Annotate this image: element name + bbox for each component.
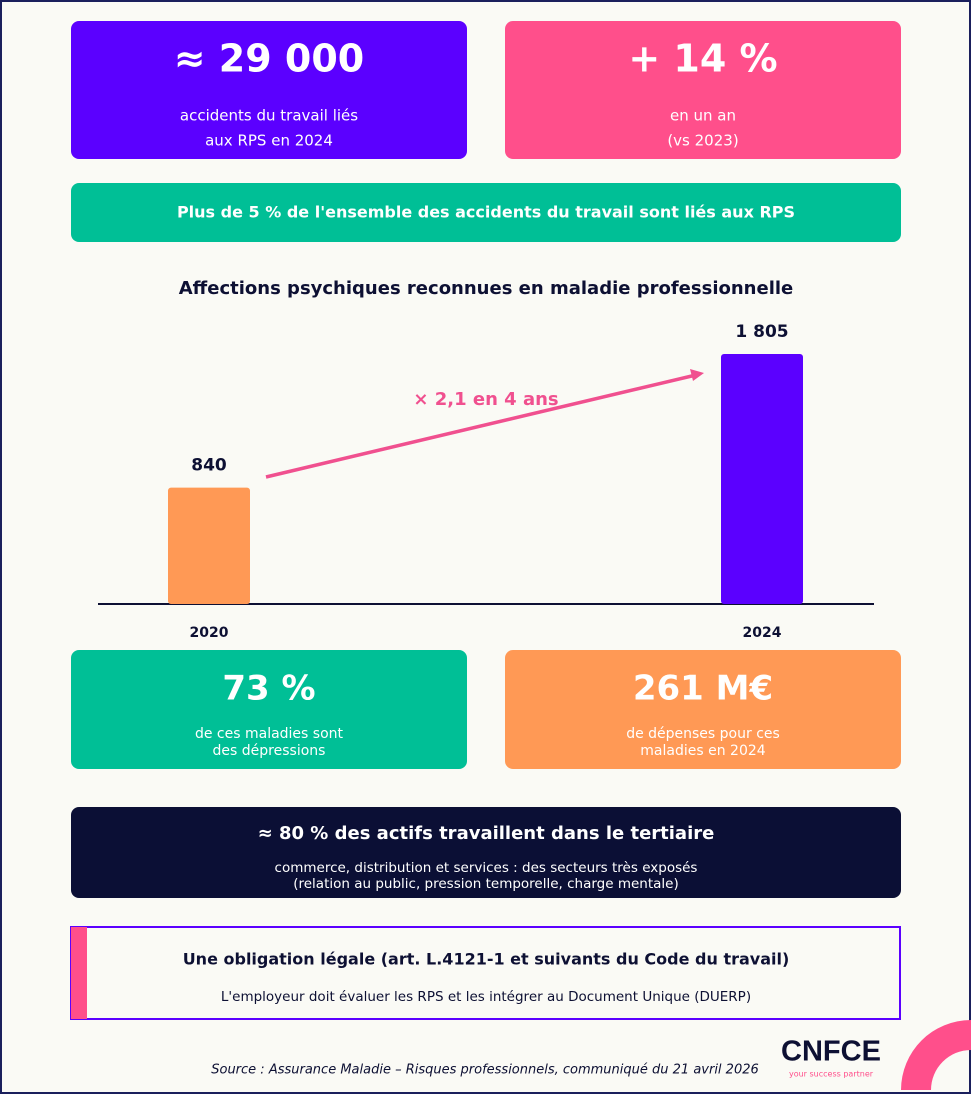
card-value: 261 M€: [633, 669, 773, 709]
tertiary-text: ≈ 80 % des actifs travaillent dans le te…: [258, 823, 715, 892]
x-tick-label: 2024: [743, 625, 782, 641]
tertiary-line: (relation au public, pression temporelle…: [293, 876, 679, 892]
card-text: accidents du travail liés: [180, 107, 358, 125]
banner-text: Plus de 5 % de l'ensemble des accidents …: [177, 203, 795, 222]
card-text: (vs 2023): [667, 132, 738, 150]
legal-text: L'employeur doit évaluer les RPS et les …: [221, 989, 751, 1005]
arrow-head: [690, 369, 704, 381]
value-label: 1 805: [735, 322, 788, 342]
card-text: de ces maladies sont: [195, 726, 344, 742]
legal-title: Une obligation légale (art. L.4121-1 et …: [183, 950, 790, 969]
card-value: + 14 %: [628, 37, 777, 81]
tertiary-title: ≈ 80 % des actifs travaillent dans le te…: [258, 823, 715, 844]
banner: [71, 183, 901, 242]
annotation: × 2,1 en 4 ans: [413, 389, 558, 410]
legal-accent: [71, 927, 87, 1019]
trend-arrow: [265, 373, 697, 479]
card-value: ≈ 29 000: [174, 37, 365, 81]
bar: [168, 487, 250, 604]
bar-chart: Affections psychiques reconnues en malad…: [98, 278, 874, 641]
card-text: maladies en 2024: [640, 743, 765, 759]
card: [71, 21, 467, 159]
value-label: 840: [191, 456, 227, 476]
tertiary-line: commerce, distribution et services : des…: [275, 860, 698, 876]
card-text: des dépressions: [213, 743, 326, 759]
card-text: en un an: [670, 107, 736, 125]
cards-text: 73 % de ces maladies sont des dépression…: [195, 669, 780, 760]
logo: CNFCE: [781, 1036, 881, 1068]
card: [505, 21, 901, 159]
cards-text: ≈ 29 000 accidents du travail liés aux R…: [174, 37, 778, 150]
logo-tagline: your success partner: [789, 1070, 874, 1079]
card-text: aux RPS en 2024: [205, 132, 333, 150]
card-value: 73 %: [222, 669, 315, 709]
tertiary-box: [71, 807, 901, 898]
card-text: de dépenses pour ces: [626, 726, 780, 742]
legal-box: [70, 926, 901, 1020]
decoration: [901, 1020, 971, 1090]
x-tick-label: 2020: [190, 625, 229, 641]
source: Source : Assurance Maladie – Risques pro…: [211, 1063, 759, 1078]
chart-title: Affections psychiques reconnues en malad…: [179, 278, 794, 299]
card: [71, 650, 467, 769]
card: [505, 650, 901, 769]
bar: [721, 354, 803, 604]
